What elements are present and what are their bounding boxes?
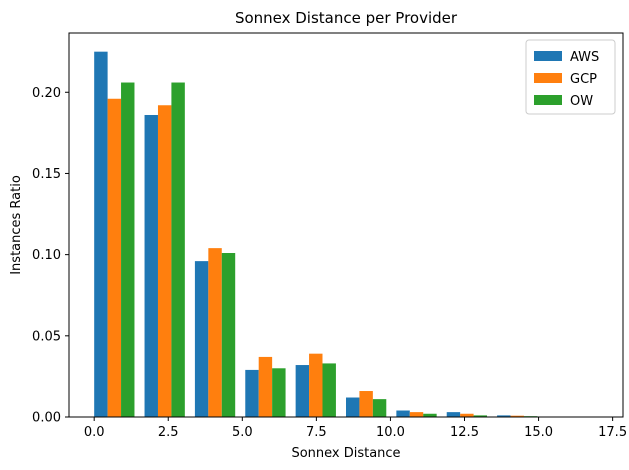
legend-label-aws: AWS bbox=[570, 50, 599, 65]
bar-aws-1 bbox=[144, 114, 158, 417]
bar-aws-6 bbox=[396, 410, 410, 417]
chart-title: Sonnex Distance per Provider bbox=[235, 9, 458, 27]
x-axis: 0.0 2.5 5.0 7.5 10.0 12.5 15.0 17.5 bbox=[84, 417, 627, 440]
bar-gcp-7 bbox=[460, 413, 474, 417]
bar-aws-8 bbox=[497, 415, 511, 417]
x-axis-label: Sonnex Distance bbox=[291, 446, 400, 461]
y-tick-label: 0.05 bbox=[32, 329, 61, 344]
bar-gcp-0 bbox=[107, 98, 122, 418]
bar-gcp-2 bbox=[208, 248, 222, 417]
y-tick-label: 0.15 bbox=[32, 167, 61, 182]
legend-swatch-gcp bbox=[534, 73, 562, 83]
y-tick-label: 0.10 bbox=[32, 248, 61, 263]
plot-frame bbox=[68, 32, 624, 418]
x-tick-label: 12.5 bbox=[450, 425, 479, 440]
x-tick-label: 17.5 bbox=[598, 425, 627, 440]
bar-ow-1 bbox=[171, 82, 185, 417]
x-tick-label: 5.0 bbox=[232, 425, 253, 440]
y-tick-label: 0.20 bbox=[32, 86, 61, 101]
y-tick-label: 0.00 bbox=[32, 411, 61, 426]
bar-gcp-6 bbox=[409, 412, 424, 417]
legend-swatch-ow bbox=[534, 95, 562, 105]
bar-ow-5 bbox=[372, 399, 387, 417]
bar-gcp-1 bbox=[157, 105, 172, 418]
y-axis: 0.00 0.05 0.10 0.15 0.20 bbox=[32, 86, 69, 426]
bar-ow-6 bbox=[423, 413, 437, 417]
bar-gcp-8 bbox=[510, 415, 524, 417]
x-tick-label: 0.0 bbox=[84, 425, 105, 440]
legend-label-ow: OW bbox=[570, 94, 593, 109]
x-tick-label: 10.0 bbox=[376, 425, 405, 440]
bar-gcp-3 bbox=[258, 356, 273, 417]
bar-ow-7 bbox=[473, 415, 488, 417]
bars-group bbox=[94, 51, 588, 418]
bar-aws-2 bbox=[194, 261, 209, 417]
y-axis-label: Instances Ratio bbox=[9, 175, 24, 275]
bar-aws-3 bbox=[245, 369, 259, 417]
legend: AWS GCP OW bbox=[525, 39, 616, 115]
bar-aws-0 bbox=[94, 51, 108, 418]
bar-gcp-5 bbox=[359, 391, 373, 417]
bar-ow-4 bbox=[322, 363, 336, 417]
x-tick-label: 7.5 bbox=[306, 425, 327, 440]
legend-swatch-aws bbox=[534, 51, 562, 61]
x-tick-label: 15.0 bbox=[524, 425, 553, 440]
bar-aws-7 bbox=[446, 412, 461, 417]
x-tick-label: 2.5 bbox=[158, 425, 179, 440]
bar-ow-3 bbox=[272, 368, 286, 417]
bar-aws-4 bbox=[295, 365, 310, 417]
bar-ow-0 bbox=[121, 82, 135, 417]
bar-ow-2 bbox=[221, 253, 236, 417]
bar-aws-5 bbox=[346, 397, 360, 417]
legend-label-gcp: GCP bbox=[570, 72, 597, 87]
bar-gcp-4 bbox=[309, 353, 323, 417]
